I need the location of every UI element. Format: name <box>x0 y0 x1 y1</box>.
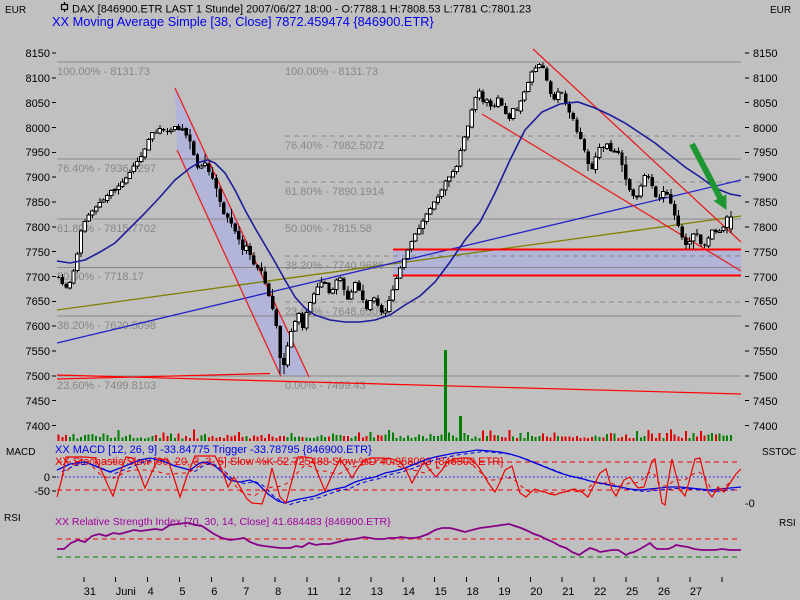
svg-text:7800: 7800 <box>753 222 777 234</box>
svg-text:22: 22 <box>594 586 606 598</box>
svg-text:27: 27 <box>690 586 702 598</box>
svg-text:7: 7 <box>243 586 249 598</box>
svg-text:7900: 7900 <box>753 172 777 184</box>
svg-text:38.20% - 7740.9686: 38.20% - 7740.9686 <box>285 260 384 272</box>
svg-text:8150: 8150 <box>26 48 50 60</box>
svg-text:31: 31 <box>84 586 96 598</box>
svg-text:38.20% - 7620.5098: 38.20% - 7620.5098 <box>57 320 156 332</box>
svg-text:23.60% - 7499.8103: 23.60% - 7499.8103 <box>57 380 156 392</box>
svg-text:8050: 8050 <box>26 98 50 110</box>
svg-text:15: 15 <box>435 586 447 598</box>
svg-text:8100: 8100 <box>26 73 50 85</box>
svg-text:7500: 7500 <box>26 371 50 383</box>
svg-text:8100: 8100 <box>753 73 777 85</box>
svg-text:19: 19 <box>498 586 510 598</box>
svg-text:61.80% - 7890.1914: 61.80% - 7890.1914 <box>285 186 384 198</box>
svg-text:MACD: MACD <box>6 447 35 458</box>
svg-text:7700: 7700 <box>753 272 777 284</box>
svg-text:26: 26 <box>658 586 670 598</box>
svg-text:7750: 7750 <box>26 247 50 259</box>
svg-text:RSI: RSI <box>779 518 796 529</box>
svg-text:SSTOC: SSTOC <box>762 447 796 458</box>
svg-text:7850: 7850 <box>753 197 777 209</box>
svg-text:Juni: Juni <box>116 586 136 598</box>
svg-text:8000: 8000 <box>753 123 777 135</box>
svg-text:8000: 8000 <box>26 123 50 135</box>
svg-text:-0: -0 <box>745 498 755 510</box>
svg-text:7450: 7450 <box>753 396 777 408</box>
svg-text:7400: 7400 <box>753 421 777 433</box>
svg-text:XX MACD [12, 26, 9] -33.84775: XX MACD [12, 26, 9] -33.84775 Trigger -3… <box>55 444 372 456</box>
svg-text:0: 0 <box>44 472 50 484</box>
svg-text:76.40% - 7936.5297: 76.40% - 7936.5297 <box>57 163 156 175</box>
svg-text:20: 20 <box>530 586 542 598</box>
svg-text:-50: -50 <box>34 486 50 498</box>
svg-text:XX Moving Average Simple [38,: XX Moving Average Simple [38, Close] 787… <box>52 14 435 29</box>
svg-text:7850: 7850 <box>26 197 50 209</box>
svg-text:61.80% - 7815.7702: 61.80% - 7815.7702 <box>57 223 156 235</box>
svg-text:14: 14 <box>403 586 415 598</box>
svg-text:7400: 7400 <box>26 421 50 433</box>
svg-text:7550: 7550 <box>26 346 50 358</box>
svg-text:8050: 8050 <box>753 98 777 110</box>
svg-text:7650: 7650 <box>753 296 777 308</box>
svg-text:76.40% - 7982.5072: 76.40% - 7982.5072 <box>285 140 384 152</box>
svg-text:13: 13 <box>371 586 383 598</box>
svg-text:7750: 7750 <box>753 247 777 259</box>
svg-text:8150: 8150 <box>753 48 777 60</box>
svg-text:5: 5 <box>179 586 185 598</box>
svg-text:7550: 7550 <box>753 346 777 358</box>
svg-text:7900: 7900 <box>26 172 50 184</box>
svg-text:25: 25 <box>626 586 638 598</box>
svg-text:DAX [846900.ETR LAST 1 Stunde]: DAX [846900.ETR LAST 1 Stunde] 2007/06/2… <box>72 4 531 16</box>
svg-text:18: 18 <box>467 586 479 598</box>
svg-text:7450: 7450 <box>26 396 50 408</box>
svg-text:7950: 7950 <box>753 147 777 159</box>
svg-text:7700: 7700 <box>26 272 50 284</box>
svg-text:7600: 7600 <box>753 321 777 333</box>
svg-text:EUR: EUR <box>5 5 26 16</box>
svg-text:50.00% - 7718.17: 50.00% - 7718.17 <box>57 271 144 283</box>
svg-text:7800: 7800 <box>26 222 50 234</box>
svg-text:21: 21 <box>562 586 574 598</box>
svg-text:7500: 7500 <box>753 371 777 383</box>
svg-text:7650: 7650 <box>26 296 50 308</box>
svg-text:RSI: RSI <box>4 513 21 524</box>
svg-text:12: 12 <box>339 586 351 598</box>
svg-text:100.00% - 8131.73: 100.00% - 8131.73 <box>285 66 378 78</box>
svg-text:4: 4 <box>148 586 154 598</box>
svg-text:11: 11 <box>307 586 318 598</box>
svg-text:XX Relative Strength Index [70: XX Relative Strength Index [70, 30, 14, … <box>55 516 391 528</box>
svg-text:8: 8 <box>275 586 281 598</box>
svg-text:7950: 7950 <box>26 147 50 159</box>
svg-text:6: 6 <box>211 586 217 598</box>
svg-text:7600: 7600 <box>26 321 50 333</box>
svg-text:50.00% - 7815.58: 50.00% - 7815.58 <box>285 223 372 235</box>
svg-text:EUR: EUR <box>770 5 791 16</box>
svg-text:100.00% - 8131.73: 100.00% - 8131.73 <box>57 66 150 78</box>
